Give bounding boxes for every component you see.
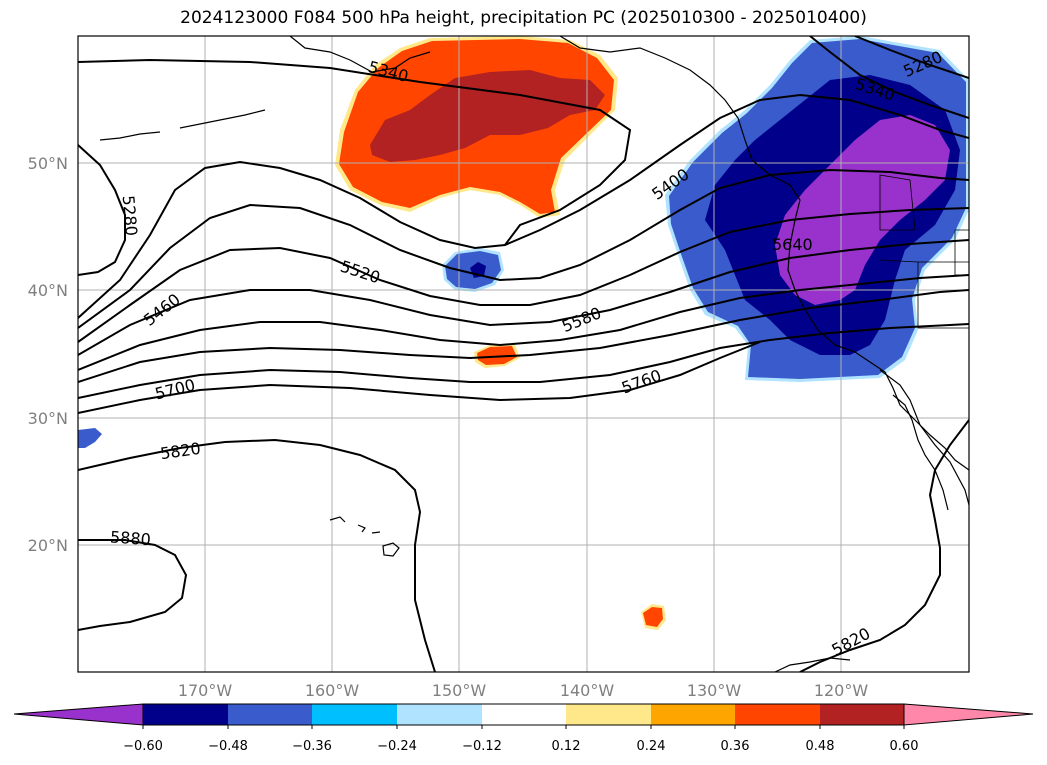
colorbar: −0.60 −0.48 −0.36 −0.24 −0.12 0.12 0.24 … [13,703,1034,754]
colorbar-tick: 0.60 [890,739,919,754]
colorbar-segment [820,704,904,725]
lon-label: 150°W [432,681,487,700]
colorbar-segment [735,704,820,725]
colorbar-segment [228,704,312,725]
graticule [78,36,969,672]
colorbar-segment [397,704,482,725]
coastlines [99,36,969,672]
negative-precip-region [78,36,969,448]
colorbar-tick: 0.12 [552,739,581,754]
longitude-labels: 170°W 160°W 150°W 140°W 130°W 120°W [178,681,869,700]
colorbar-tick: 0.24 [637,739,666,754]
colorbar-segment [482,704,566,725]
lat-label: 30°N [28,409,68,428]
map-title: 2024123000 F084 500 hPa height, precipit… [180,8,867,28]
colorbar-extend-high [903,703,1034,726]
colorbar-tick: −0.12 [462,739,502,754]
latitude-labels: 50°N 40°N 30°N 20°N [28,154,68,555]
contour-label: 5880 [110,527,152,549]
colorbar-extend-low [13,703,144,726]
lat-label: 40°N [28,281,68,300]
contour-label: 5640 [772,235,813,254]
contour-label: 5280 [119,195,141,237]
lon-label: 170°W [178,681,233,700]
colorbar-tick: −0.60 [123,739,163,754]
colorbar-segment [651,704,735,725]
lon-label: 160°W [305,681,360,700]
colorbar-tick: −0.24 [377,739,417,754]
positive-precip-region [335,36,666,630]
colorbar-segment [566,704,651,725]
lon-label: 130°W [687,681,742,700]
colorbar-tick: −0.36 [292,739,332,754]
lat-label: 20°N [28,536,68,555]
height-contours [78,36,969,672]
map-frame [77,35,970,673]
colorbar-segment [312,704,397,725]
lon-label: 140°W [560,681,615,700]
lat-label: 50°N [28,154,68,173]
lon-label: 120°W [814,681,869,700]
colorbar-tick: 0.36 [721,739,750,754]
colorbar-segment [143,704,228,725]
colorbar-tick: −0.48 [208,739,248,754]
colorbar-tick: 0.48 [806,739,835,754]
